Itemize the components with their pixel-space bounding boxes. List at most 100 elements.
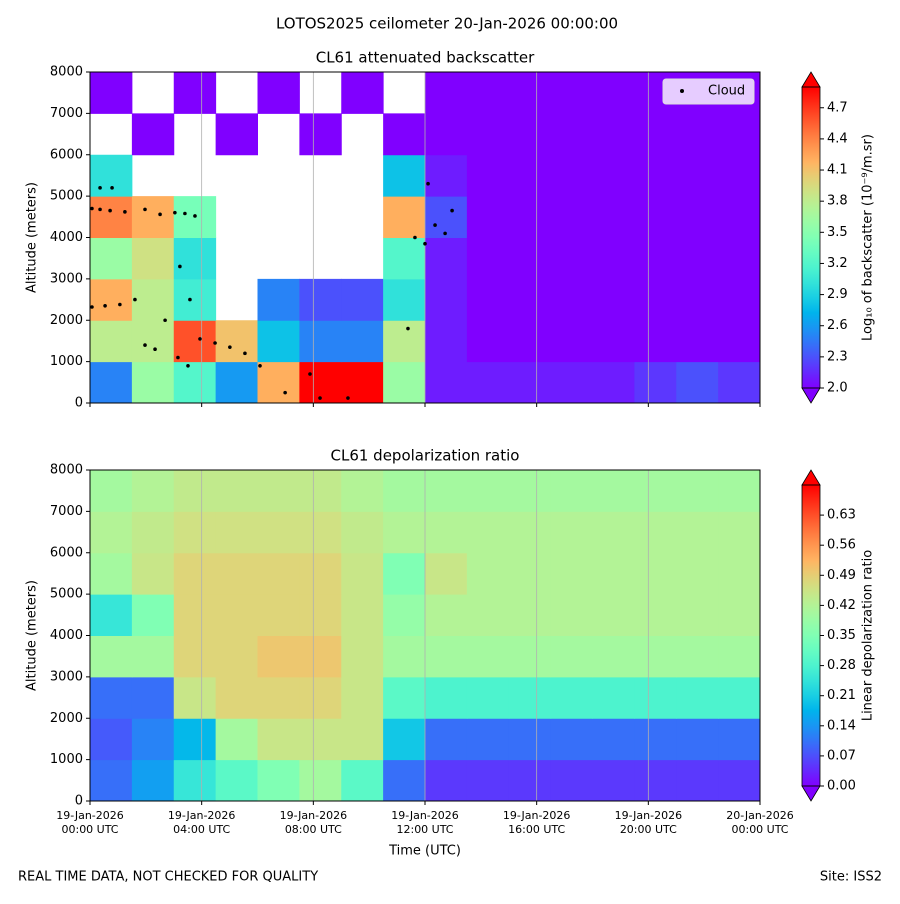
heatmap-cell xyxy=(215,552,258,595)
heatmap-cell xyxy=(90,635,133,678)
heatmap-cell xyxy=(131,552,175,595)
cloud-point xyxy=(198,337,202,341)
y-tick-label: 3000 xyxy=(50,669,83,684)
heatmap-cell xyxy=(257,759,300,802)
heatmap-cell xyxy=(634,113,677,156)
heatmap-cell xyxy=(466,154,510,197)
heatmap-cell xyxy=(383,470,426,512)
heatmap-cell xyxy=(634,594,677,636)
heatmap-cell xyxy=(676,552,719,595)
heatmap-cell xyxy=(173,361,217,404)
heatmap-cell xyxy=(215,511,258,554)
heatmap-cell xyxy=(592,361,635,404)
heatmap-cell xyxy=(634,718,677,761)
y-tick-label: 1000 xyxy=(50,354,83,369)
heatmap-cell xyxy=(425,278,468,321)
colorbar-extend-bottom xyxy=(801,387,821,404)
heatmap-cell xyxy=(718,759,761,802)
heatmap-cell xyxy=(90,552,133,595)
heatmap-cell xyxy=(676,759,719,802)
heatmap-cell xyxy=(425,237,468,280)
colorbar-tick-label: 3.2 xyxy=(827,256,848,271)
heatmap-cell xyxy=(718,113,761,156)
heatmap-cell xyxy=(592,72,635,114)
heatmap-cell xyxy=(676,278,719,321)
y-tick-label: 1000 xyxy=(50,752,83,767)
heatmap-cell xyxy=(508,154,552,197)
y-tick-label: 5000 xyxy=(50,189,83,204)
heatmap-cell xyxy=(215,718,258,761)
heatmap-cell xyxy=(341,594,384,636)
colorbar-tick-label: 0.63 xyxy=(827,508,856,523)
cloud-point xyxy=(406,326,410,331)
cloud-point xyxy=(98,207,102,212)
heatmap-cell xyxy=(341,511,384,554)
heatmap-cell xyxy=(173,552,217,595)
heatmap-cell xyxy=(131,361,175,404)
y-tick-label: 7000 xyxy=(50,504,83,519)
heatmap-cell xyxy=(718,718,761,761)
heatmap-cell xyxy=(131,635,175,678)
x-axis-label: Time (UTC) xyxy=(388,844,461,859)
heatmap-cell xyxy=(341,320,384,363)
heatmap-cell xyxy=(257,470,300,512)
heatmap-cell xyxy=(90,320,133,363)
heatmap-cell xyxy=(383,594,426,636)
colorbar-label: Log₁₀ of backscatter (10⁻⁹/m.sr) xyxy=(861,134,876,341)
cloud-point xyxy=(90,206,94,211)
cloud-point xyxy=(110,186,114,190)
heatmap-cell xyxy=(383,278,426,321)
heatmap-cell xyxy=(718,237,761,280)
plot-frame xyxy=(89,469,761,802)
heatmap-cell xyxy=(299,278,342,321)
heatmap-cell xyxy=(466,113,510,156)
heatmap-cell xyxy=(90,278,133,321)
cloud-point xyxy=(188,297,192,302)
heatmap-cell xyxy=(550,676,593,719)
heatmap-cell xyxy=(466,361,510,404)
heatmap-cell xyxy=(299,676,342,719)
heatmap-cell xyxy=(592,718,635,761)
heatmap-cell xyxy=(383,676,426,719)
heatmap-cell xyxy=(173,470,217,512)
heatmap-cell xyxy=(508,278,552,321)
heatmap-cell xyxy=(90,361,133,404)
panel-title: CL61 depolarization ratio xyxy=(331,447,520,465)
heatmap-cell xyxy=(550,72,593,114)
heatmap-cell xyxy=(466,759,510,802)
heatmap-cell xyxy=(131,113,175,156)
heatmap-cell xyxy=(173,759,217,802)
colorbar-tick-label: 2.3 xyxy=(827,349,848,364)
cloud-point xyxy=(450,208,454,213)
heatmap-cell xyxy=(592,759,635,802)
heatmap-cell xyxy=(634,154,677,197)
suptitle: LOTOS2025 ceilometer 20-Jan-2026 00:00:0… xyxy=(276,15,618,33)
colorbar xyxy=(802,485,820,786)
heatmap-cell xyxy=(508,718,552,761)
heatmap-cell xyxy=(215,320,258,363)
heatmap-cell xyxy=(215,676,258,719)
heatmap-cell xyxy=(341,470,384,512)
heatmap-cell xyxy=(257,72,300,114)
heatmap-cell xyxy=(173,511,217,554)
heatmap-cell xyxy=(90,196,133,238)
heatmap-cell xyxy=(550,759,593,802)
heatmap-cell xyxy=(341,759,384,802)
heatmap-cell xyxy=(383,361,426,404)
colorbar-tick-label: 4.1 xyxy=(827,163,848,178)
heatmap-cell xyxy=(341,635,384,678)
cloud-point xyxy=(346,396,350,400)
x-tick-label: 19-Jan-2026 12:00 UTC xyxy=(391,809,459,836)
heatmap-cell xyxy=(341,72,384,114)
heatmap-cell xyxy=(508,196,552,238)
heatmap-cell xyxy=(550,470,593,512)
cloud-point xyxy=(123,210,127,214)
cloud-point xyxy=(143,343,147,347)
colorbar-extend-bottom xyxy=(801,785,821,802)
heatmap-cell xyxy=(215,470,258,512)
colorbar-tick-label: 0.28 xyxy=(827,658,856,673)
heatmap-cell xyxy=(634,470,677,512)
heatmap-cell xyxy=(90,154,133,197)
y-tick-label: 0 xyxy=(75,794,83,809)
